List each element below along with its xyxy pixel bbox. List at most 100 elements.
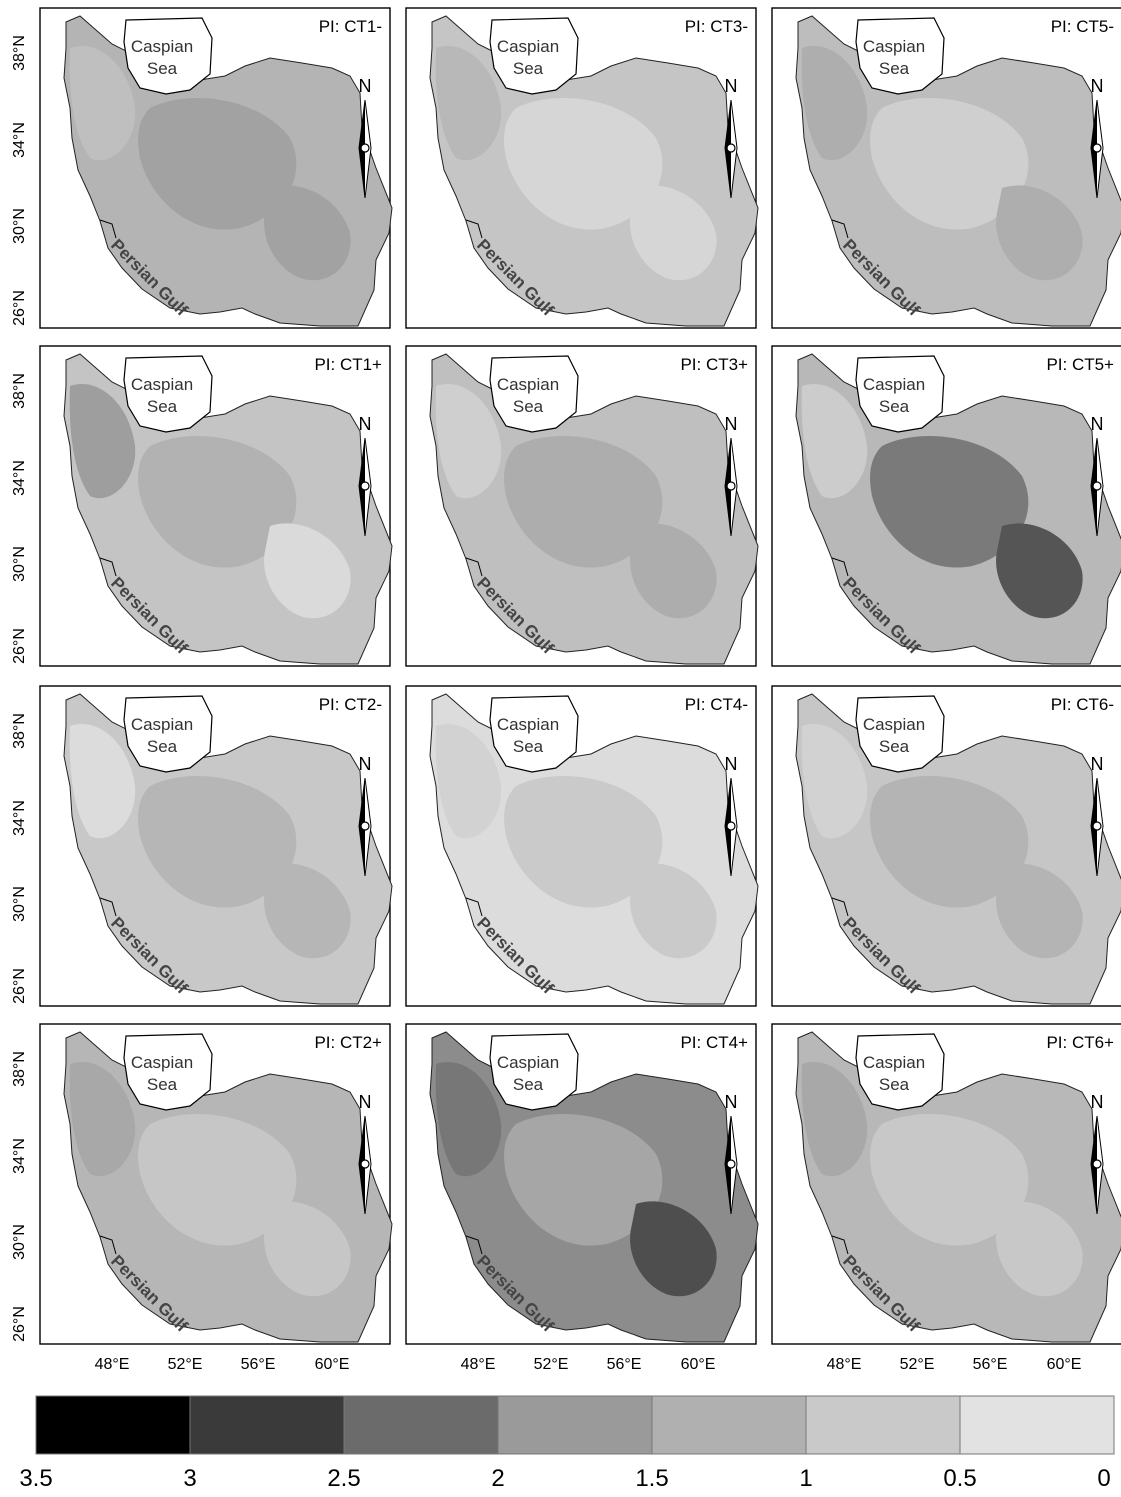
latitude-tick-label: 30°N xyxy=(11,208,28,244)
caspian-label: Sea xyxy=(513,59,544,78)
latitude-tick-label: 34°N xyxy=(11,122,28,158)
country-border xyxy=(429,15,759,327)
legend-swatch xyxy=(35,1395,191,1455)
legend-swatch xyxy=(651,1395,807,1455)
caspian-label: Caspian xyxy=(131,375,193,394)
svg-text:N: N xyxy=(725,76,738,96)
value-zone xyxy=(870,776,1029,908)
legend-swatch xyxy=(189,1395,345,1455)
legend-label: 3.5 xyxy=(19,1465,52,1492)
svg-text:N: N xyxy=(725,1092,738,1112)
latitude-tick-label: 26°N xyxy=(11,1306,28,1342)
svg-text:N: N xyxy=(359,1092,372,1112)
legend-label: 3 xyxy=(183,1465,196,1492)
value-zone xyxy=(630,185,717,281)
value-zone xyxy=(870,1114,1029,1246)
north-arrow-icon: N xyxy=(358,414,372,537)
value-zone xyxy=(630,863,717,959)
caspian-label: Caspian xyxy=(863,375,925,394)
caspian-label: Caspian xyxy=(497,715,559,734)
latitude-tick-label: 38°N xyxy=(11,713,28,749)
value-zone xyxy=(996,185,1083,281)
caspian-label: Sea xyxy=(147,1075,178,1094)
panel-title: PI: CT1+ xyxy=(314,355,382,374)
caspian-label: Sea xyxy=(879,59,910,78)
longitude-labels: 48°E 52°E 56°E 60°E 48°E 52°E 56°E 60°E 48°E 52°E… xyxy=(95,1356,1082,1373)
value-zone xyxy=(435,384,502,499)
country-border xyxy=(63,353,393,665)
panel-title: PI: CT6+ xyxy=(1046,1033,1114,1052)
caspian-sea xyxy=(855,1033,945,1111)
latitude-tick-label: 30°N xyxy=(11,1224,28,1260)
caspian-sea xyxy=(855,17,945,95)
caspian-label: Caspian xyxy=(497,1053,559,1072)
north-arrow-icon: N xyxy=(724,1092,738,1215)
value-zone xyxy=(504,1114,663,1246)
north-arrow-icon: N xyxy=(1090,414,1104,537)
caspian-label: Caspian xyxy=(131,37,193,56)
legend-label: 0 xyxy=(1097,1465,1110,1492)
longitude-tick-label: 60°E xyxy=(315,1356,350,1373)
latitude-tick-label: 34°N xyxy=(11,1138,28,1174)
caspian-sea xyxy=(489,1033,579,1111)
country-border xyxy=(795,693,1121,1005)
caspian-sea xyxy=(123,1033,213,1111)
caspian-label: Sea xyxy=(147,737,178,756)
latitude-tick-label: 30°N xyxy=(11,886,28,922)
caspian-sea xyxy=(489,695,579,773)
longitude-tick-label: 52°E xyxy=(900,1356,935,1373)
latitude-tick-label: 26°N xyxy=(11,968,28,1004)
latitude-tick-label: 34°N xyxy=(11,460,28,496)
value-zone xyxy=(996,1201,1083,1297)
value-zone xyxy=(138,1114,297,1246)
longitude-tick-label: 56°E xyxy=(973,1356,1008,1373)
country-border xyxy=(63,1031,393,1343)
value-zone xyxy=(435,724,502,839)
latitude-labels: 38°N 34°N 30°N 26°N 38°N 34°N 30°N 26°N 38°N 34°N… xyxy=(11,35,28,1342)
longitude-tick-label: 48°E xyxy=(461,1356,496,1373)
north-arrow-icon: N xyxy=(1090,754,1104,877)
svg-text:N: N xyxy=(725,754,738,774)
svg-text:N: N xyxy=(1091,1092,1104,1112)
value-zone xyxy=(435,46,502,161)
caspian-label: Caspian xyxy=(131,1053,193,1072)
svg-text:N: N xyxy=(1091,76,1104,96)
value-zone xyxy=(264,185,351,281)
latitude-tick-label: 38°N xyxy=(11,373,28,409)
caspian-label: Caspian xyxy=(497,375,559,394)
svg-text:N: N xyxy=(359,414,372,434)
north-arrow-icon: N xyxy=(1090,1092,1104,1215)
panel-title: PI: CT6- xyxy=(1051,695,1114,714)
svg-text:N: N xyxy=(359,754,372,774)
panel-title: PI: CT2- xyxy=(319,695,382,714)
caspian-label: Sea xyxy=(513,397,544,416)
caspian-sea xyxy=(489,17,579,95)
panel-title: PI: CT5+ xyxy=(1046,355,1114,374)
north-arrow-icon: N xyxy=(724,414,738,537)
caspian-label: Caspian xyxy=(863,1053,925,1072)
longitude-tick-label: 48°E xyxy=(827,1356,862,1373)
country-border xyxy=(63,693,393,1005)
value-zone xyxy=(870,98,1029,230)
caspian-label: Sea xyxy=(879,1075,910,1094)
country-border xyxy=(429,353,759,665)
north-arrow-icon: N xyxy=(724,754,738,877)
svg-text:N: N xyxy=(359,76,372,96)
caspian-sea xyxy=(123,355,213,433)
value-zone xyxy=(630,523,717,619)
value-zone xyxy=(996,863,1083,959)
svg-text:N: N xyxy=(725,414,738,434)
legend-swatch xyxy=(805,1395,961,1455)
value-zone xyxy=(69,1062,136,1177)
panel-title: PI: CT4- xyxy=(685,695,748,714)
caspian-label: Caspian xyxy=(863,715,925,734)
caspian-sea xyxy=(123,695,213,773)
panel-title: PI: CT3+ xyxy=(680,355,748,374)
longitude-tick-label: 48°E xyxy=(95,1356,130,1373)
panel-title: PI: CT3- xyxy=(685,17,748,36)
value-zone xyxy=(801,724,868,839)
caspian-label: Caspian xyxy=(497,37,559,56)
